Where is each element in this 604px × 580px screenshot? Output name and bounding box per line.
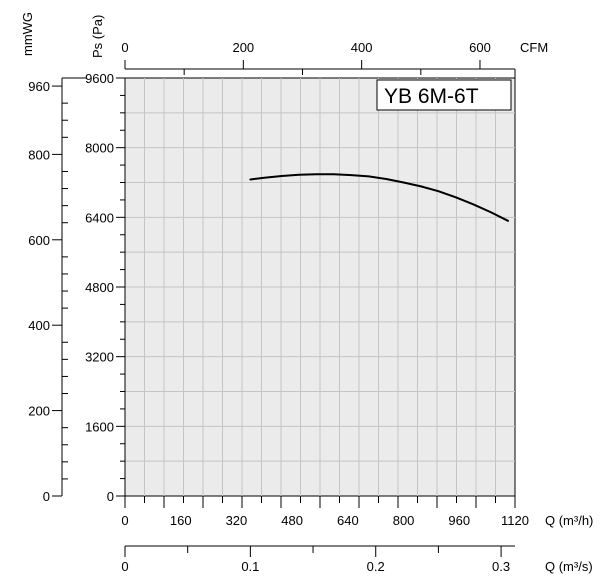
m3h-tick-label: 960 (448, 513, 470, 528)
mmwg-tick-label: 600 (28, 233, 50, 248)
mmwg-tick-label: 200 (28, 404, 50, 419)
m3s-tick-label: 0.3 (492, 559, 510, 574)
mmwg-tick-label: 960 (28, 79, 50, 94)
m3h-tick-label: 480 (281, 513, 303, 528)
pa-tick-label: 3200 (85, 350, 114, 365)
mmwg-tick-label: 0 (43, 489, 50, 504)
m3h-tick-label: 160 (170, 513, 192, 528)
mmwg-tick-label: 400 (28, 318, 50, 333)
m3h-tick-label: 320 (226, 513, 248, 528)
m3h-tick-label: 640 (337, 513, 359, 528)
mmwg-tick-label: 800 (28, 147, 50, 162)
cfm-axis-title: CFM (520, 40, 548, 55)
mmwg-axis-title: mmWG (20, 12, 35, 56)
m3s-axis-title: Q (m³/s) (545, 559, 593, 574)
m3s-tick-label: 0.1 (241, 559, 259, 574)
m3h-tick-label: 1120 (501, 513, 529, 528)
m3h-tick-label: 800 (393, 513, 415, 528)
pa-tick-label: 6400 (85, 210, 114, 225)
cfm-tick-label: 200 (232, 40, 254, 55)
m3s-tick-label: 0.2 (367, 559, 385, 574)
m3s-tick-label: 0 (121, 559, 128, 574)
series-layer (249, 173, 509, 222)
chart-title-box: YB 6M-6T (376, 79, 512, 111)
cfm-tick-label: 600 (469, 40, 491, 55)
pa-tick-label: 4800 (85, 280, 114, 295)
m3h-axis-title: Q (m³/h) (545, 513, 593, 528)
pa-tick-label: 8000 (85, 141, 114, 156)
pa-tick-label: 1600 (85, 419, 114, 434)
cfm-tick-label: 0 (121, 40, 128, 55)
cfm-tick-label: 400 (351, 40, 373, 55)
pa-tick-label: 9600 (85, 71, 114, 86)
chart-title-frame (376, 79, 512, 111)
fan-curve-line (249, 173, 509, 222)
gridlines (125, 78, 515, 496)
m3h-tick-label: 0 (121, 513, 128, 528)
chart-title: YB 6M-6T (384, 85, 479, 108)
pa-axis-title: Ps (Pa) (90, 15, 105, 58)
pa-tick-label: 0 (107, 489, 114, 504)
